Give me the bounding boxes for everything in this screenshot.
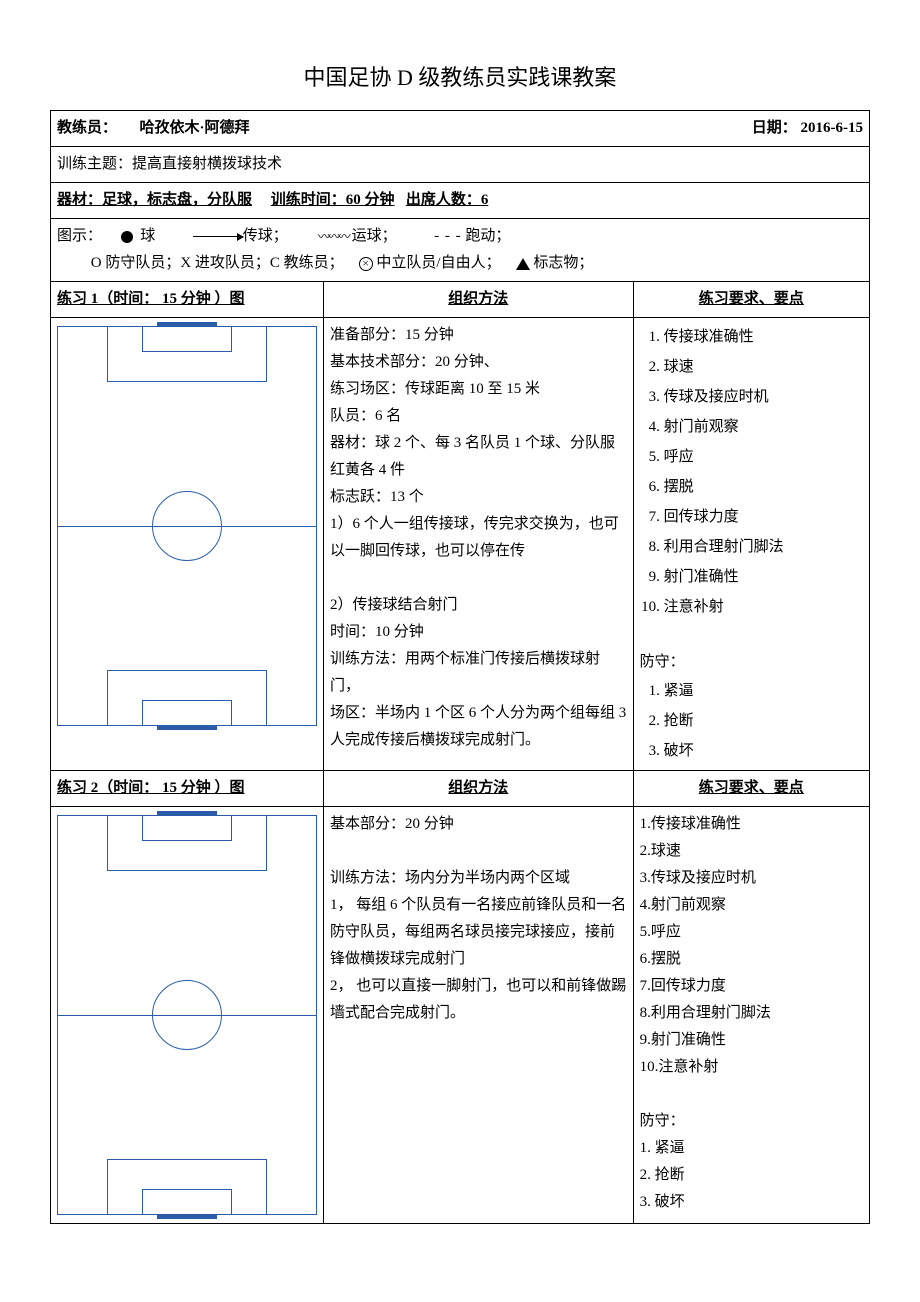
ex1-content: 准备部分：15 分钟基本技术部分：20 分钟、练习场区：传球距离 10 至 15… [51, 318, 870, 771]
ex2-content: 基本部分：20 分钟训练方法：场内分为半场内两个区域1， 每组 6 个队员有一名… [51, 807, 870, 1224]
ex1-header: 练习 1（时间： 15 分钟 ）图 组织方法 练习要求、要点 [51, 282, 870, 318]
ball-icon [121, 231, 133, 243]
ex1-points-header: 练习要求、要点 [699, 291, 804, 307]
ex2-method-cell: 基本部分：20 分钟训练方法：场内分为半场内两个区域1， 每组 6 个队员有一名… [324, 807, 634, 1224]
equip-label: 器材： [57, 192, 102, 208]
neutral-text: 中立队员/自由人； [376, 255, 500, 271]
neutral-icon [359, 257, 373, 271]
equip-value: 足球，标志盘，分队服 [102, 192, 252, 208]
dribble-icon: 〰〰〰 [318, 225, 348, 248]
dribble-text: 运球； [352, 228, 397, 244]
ex2-method-header: 组织方法 [448, 780, 508, 796]
attend-value: 6 [481, 192, 489, 208]
field-diagram-1 [57, 326, 317, 726]
marker-icon [516, 258, 530, 270]
ex2-defense-label: 防守： [640, 1108, 863, 1135]
ex1-method-cell: 准备部分：15 分钟基本技术部分：20 分钟、练习场区：传球距离 10 至 15… [324, 318, 634, 771]
legend-line2: O 防守队员；X 进攻队员；C 教练员； [91, 255, 344, 271]
ex2-points-cell: 1.传接球准确性2.球速3.传球及接应时机4.射门前观察5.呼应6.摆脱7.回传… [633, 807, 869, 1224]
ex2-header: 练习 2（时间： 15 分钟 ）图 组织方法 练习要求、要点 [51, 771, 870, 807]
lesson-plan-table: 教练员： 哈孜依木·阿德拜 日期： 2016-6-15 训练主题：提高直接射横拨… [50, 110, 870, 1224]
coach-label: 教练员： [57, 120, 117, 136]
coach-name: 哈孜依木·阿德拜 [140, 120, 250, 136]
time-label: 训练时间： [271, 192, 346, 208]
page-title: 中国足协 D 级教练员实践课教案 [50, 60, 870, 92]
ex2-defense-list: 1. 紧逼2. 抢断3. 破坏 [640, 1135, 863, 1216]
ex2-attack-list: 1.传接球准确性2.球速3.传球及接应时机4.射门前观察5.呼应6.摆脱7.回传… [640, 811, 863, 1081]
time-value: 60 分钟 [346, 192, 395, 208]
legend-row: 图示： 球 传球； 〰〰〰 运球； - - - 跑动； O 防守队员；X 进攻队… [51, 219, 870, 282]
field-diagram-2 [57, 815, 317, 1215]
theme-value: 提高直接射横拨球技术 [132, 156, 282, 172]
ball-text: 球 [140, 228, 155, 244]
ex1-defense-list: 紧逼抢断破坏 [640, 676, 863, 766]
ex2-diagram-header: 练习 2（时间： 15 分钟 ）图 [57, 780, 245, 796]
ex1-diagram-header: 练习 1（时间： 15 分钟 ）图 [57, 291, 245, 307]
ex1-attack-list: 传接球准确性球速传球及接应时机射门前观察呼应摆脱回传球力度利用合理射门脚法射门准… [640, 322, 863, 622]
ex1-points-cell: 传接球准确性球速传球及接应时机射门前观察呼应摆脱回传球力度利用合理射门脚法射门准… [633, 318, 869, 771]
run-text: 跑动； [465, 228, 510, 244]
run-icon: - - - [434, 223, 462, 250]
date-value: 2016-6-15 [801, 120, 864, 136]
ex1-defense-label: 防守： [640, 649, 863, 676]
legend-label: 图示： [57, 228, 102, 244]
date-label: 日期： [752, 120, 797, 136]
theme-row: 训练主题：提高直接射横拨球技术 [51, 147, 870, 183]
ex1-method-header: 组织方法 [448, 291, 508, 307]
attend-label: 出席人数： [406, 192, 481, 208]
pass-icon [193, 236, 243, 237]
theme-label: 训练主题： [57, 156, 132, 172]
marker-text: 标志物； [533, 255, 593, 271]
ex2-points-header: 练习要求、要点 [699, 780, 804, 796]
pass-text: 传球； [243, 228, 288, 244]
header-row: 教练员： 哈孜依木·阿德拜 日期： 2016-6-15 [51, 111, 870, 147]
equipment-row: 器材：足球，标志盘，分队服 训练时间：60 分钟 出席人数：6 [51, 183, 870, 219]
